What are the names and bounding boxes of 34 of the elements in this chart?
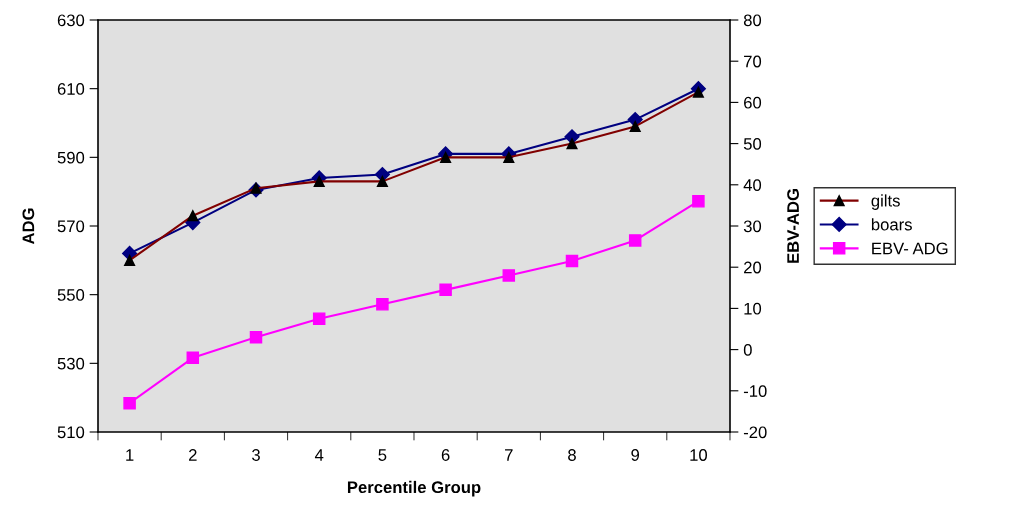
y-axis-title: ADG (22, 208, 35, 245)
legend-label: EBV- ADG (872, 242, 948, 255)
x-axis-title: Percentile Group (347, 480, 481, 497)
y-tick-label: 550 (57, 289, 85, 301)
y2-tick-label: 50 (743, 138, 762, 150)
y-tick-label: 510 (57, 426, 85, 439)
legend-label: gilts (871, 194, 900, 210)
y2-tick-label: 70 (744, 55, 762, 68)
y2-tick-label: 10 (744, 302, 762, 315)
y2-tick-label: -10 (743, 385, 767, 397)
y-tick-label: 590 (57, 151, 85, 164)
x-tick-label: 3 (252, 449, 260, 461)
legend-label: boars (871, 218, 912, 231)
x-tick-label: 4 (314, 449, 324, 461)
y-tick-label: 530 (57, 357, 85, 370)
y2-tick-label: 30 (743, 220, 762, 233)
y2-tick-label: 80 (743, 14, 762, 27)
y2-tick-label: 0 (743, 344, 752, 356)
x-tick-label: 2 (189, 449, 197, 461)
y2-tick-label: 20 (744, 261, 762, 274)
x-tick-label: 9 (631, 449, 640, 461)
y2-tick-label: 40 (743, 179, 762, 191)
y2-axis-title: EBV-ADG (787, 189, 799, 263)
x-tick-label: 10 (690, 449, 708, 461)
x-tick-label: 6 (441, 449, 450, 461)
y-tick-label: 610 (57, 83, 85, 95)
y2-tick-label: 60 (744, 96, 762, 109)
y-tick-label: 570 (57, 220, 85, 233)
y-tick-label: 630 (57, 14, 85, 27)
x-tick-label: 1 (126, 449, 134, 461)
y2-tick-label: -20 (743, 426, 767, 439)
x-tick-label: 8 (568, 449, 576, 461)
x-tick-label: 5 (378, 449, 387, 461)
x-tick-label: 7 (505, 449, 513, 461)
